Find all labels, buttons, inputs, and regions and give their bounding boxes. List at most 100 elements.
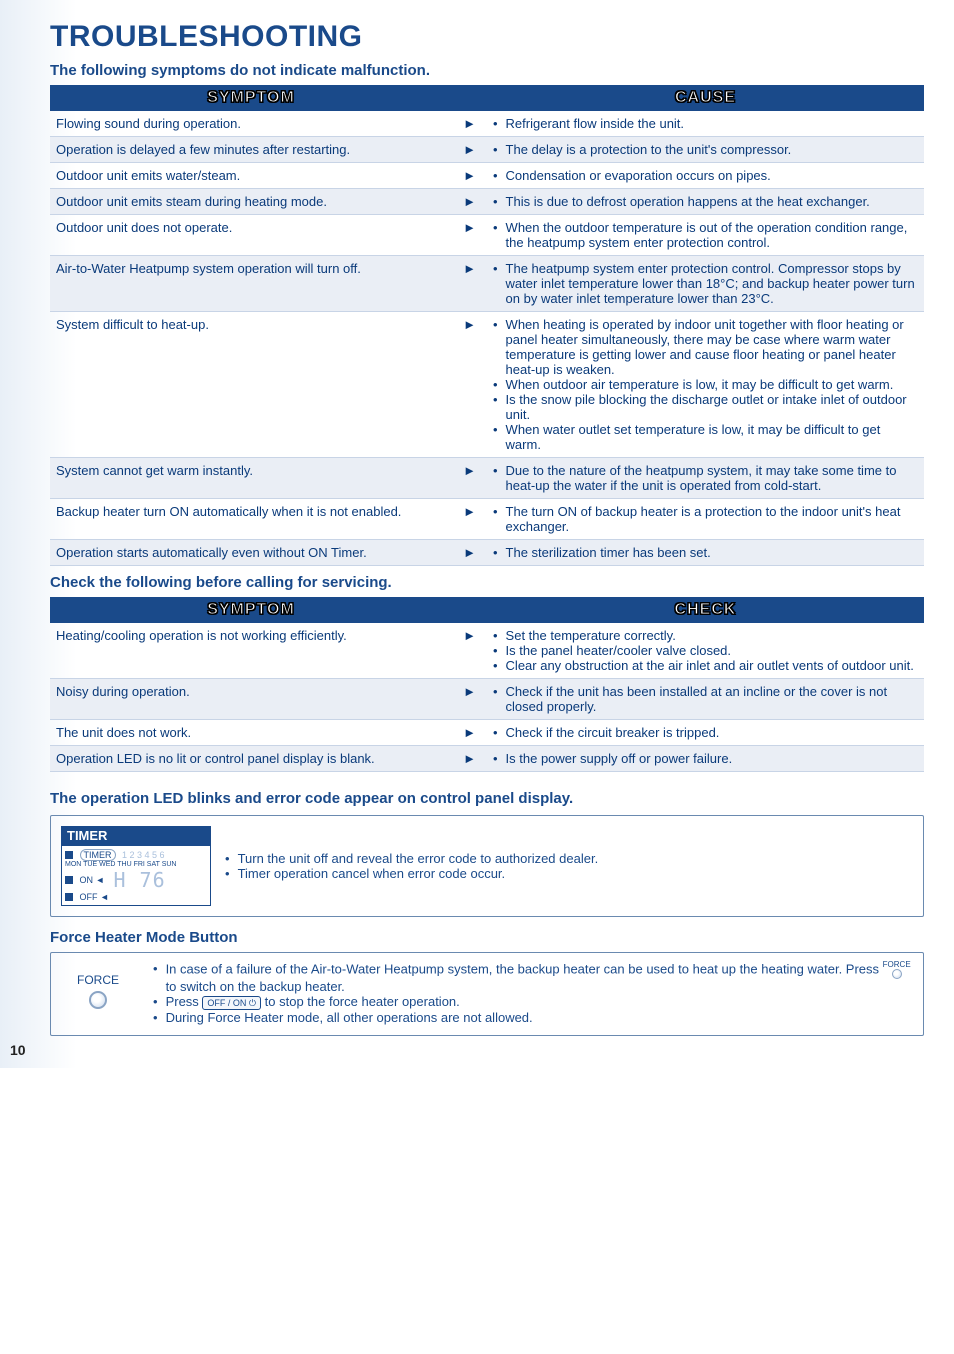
cause-cell: •Refrigerant flow inside the unit. (487, 111, 924, 137)
arrow-icon: ► (452, 679, 487, 720)
table-row: Air-to-Water Heatpump system operation w… (50, 256, 924, 312)
arrow-icon: ► (452, 312, 487, 458)
cause-bullet: •When water outlet set temperature is lo… (493, 422, 918, 452)
arrow-icon: ► (452, 256, 487, 312)
cause-bullet: •The sterilization timer has been set. (493, 545, 918, 560)
cause-bullet: •The heatpump system enter protection co… (493, 261, 918, 306)
timer-days: MON TUE WED THU FRI SAT SUN (65, 861, 207, 868)
arrow-icon: ► (452, 163, 487, 189)
arrow-icon: ► (452, 540, 487, 566)
error-code: H 76 (113, 868, 165, 892)
table-row: Operation is delayed a few minutes after… (50, 137, 924, 163)
force-button-icon (89, 991, 107, 1009)
cause-bullet: •When the outdoor temperature is out of … (493, 220, 918, 250)
table-row: Outdoor unit emits water/steam.►•Condens… (50, 163, 924, 189)
check-bullet: •Set the temperature correctly. (493, 628, 918, 643)
timer-nums: 1 2 3 4 5 6 (122, 850, 165, 860)
table-row: Outdoor unit does not operate.►•When the… (50, 215, 924, 256)
arrow-icon: ► (452, 111, 487, 137)
section4-subtitle: Force Heater Mode Button (50, 929, 924, 946)
symptom-cell: Operation LED is no lit or control panel… (50, 746, 452, 772)
symptom-cell: Outdoor unit emits water/steam. (50, 163, 452, 189)
cause-cell: •When the outdoor temperature is out of … (487, 215, 924, 256)
check-bullet: •Check if the unit has been installed at… (493, 684, 918, 714)
cause-bullet: •Is the snow pile blocking the discharge… (493, 392, 918, 422)
led-info-box: TIMER TIMER 1 2 3 4 5 6 MON TUE WED THU … (50, 815, 924, 917)
check-cell: •Set the temperature correctly.•Is the p… (487, 623, 924, 679)
cause-bullet: •When heating is operated by indoor unit… (493, 317, 918, 377)
led-info-text: •Turn the unit off and reveal the error … (225, 851, 909, 881)
table-row: System cannot get warm instantly.►•Due t… (50, 458, 924, 499)
check-cell: •Check if the unit has been installed at… (487, 679, 924, 720)
symptom-cell: Air-to-Water Heatpump system operation w… (50, 256, 452, 312)
symptom-cell: Noisy during operation. (50, 679, 452, 720)
force-bullet: •Press OFF / ON ⏻ to stop the force heat… (153, 994, 911, 1010)
check-bullet: •Is the panel heater/cooler valve closed… (493, 643, 918, 658)
th-arrow (452, 597, 487, 623)
led-bullet: •Timer operation cancel when error code … (225, 866, 909, 881)
check-bullet: •Is the power supply off or power failur… (493, 751, 918, 766)
cause-cell: •The heatpump system enter protection co… (487, 256, 924, 312)
symptom-cell: Outdoor unit does not operate. (50, 215, 452, 256)
th-arrow (452, 85, 487, 111)
check-cell: •Check if the circuit breaker is tripped… (487, 720, 924, 746)
th-symptom: SYMPTOM (50, 85, 452, 111)
table-row: System difficult to heat-up.►•When heati… (50, 312, 924, 458)
force-bullet: •In case of a failure of the Air-to-Wate… (153, 961, 911, 994)
arrow-icon: ► (452, 215, 487, 256)
cause-bullet: •Due to the nature of the heatpump syste… (493, 463, 918, 493)
arrow-icon: ► (452, 458, 487, 499)
arrow-icon: ► (452, 720, 487, 746)
arrow-icon: ► (452, 499, 487, 540)
symptom-cell: Flowing sound during operation. (50, 111, 452, 137)
cause-bullet: •The turn ON of backup heater is a prote… (493, 504, 918, 534)
table-row: Backup heater turn ON automatically when… (50, 499, 924, 540)
table-row: SYMPTOM CHECK (50, 597, 924, 623)
timer-panel: TIMER TIMER 1 2 3 4 5 6 MON TUE WED THU … (61, 826, 211, 906)
force-info-box: FORCE •In case of a failure of the Air-t… (50, 952, 924, 1036)
symptom-cell: Operation starts automatically even with… (50, 540, 452, 566)
timer-label: TIMER (80, 849, 116, 861)
section3-subtitle: The operation LED blinks and error code … (50, 790, 924, 807)
offon-button-icon: OFF / ON ⏻ (202, 996, 261, 1010)
cause-cell: •The delay is a protection to the unit's… (487, 137, 924, 163)
arrow-icon: ► (452, 746, 487, 772)
cause-cell: •When heating is operated by indoor unit… (487, 312, 924, 458)
cause-cell: •The turn ON of backup heater is a prote… (487, 499, 924, 540)
symptom-cell: System difficult to heat-up. (50, 312, 452, 458)
table-row: The unit does not work.►•Check if the ci… (50, 720, 924, 746)
table-row: Noisy during operation.►•Check if the un… (50, 679, 924, 720)
section1-subtitle: The following symptoms do not indicate m… (50, 62, 924, 79)
force-bullet: •During Force Heater mode, all other ope… (153, 1010, 911, 1025)
page-title: TROUBLESHOOTING (50, 20, 924, 54)
cause-cell: •Condensation or evaporation occurs on p… (487, 163, 924, 189)
led-bullet: •Turn the unit off and reveal the error … (225, 851, 909, 866)
th-cause: CAUSE (487, 85, 924, 111)
check-bullet: •Check if the circuit breaker is tripped… (493, 725, 918, 740)
arrow-icon: ► (452, 623, 487, 679)
cause-bullet: •When outdoor air temperature is low, it… (493, 377, 918, 392)
cause-bullet: •The delay is a protection to the unit's… (493, 142, 918, 157)
th-symptom: SYMPTOM (50, 597, 452, 623)
table-row: Outdoor unit emits steam during heating … (50, 189, 924, 215)
arrow-icon: ► (452, 137, 487, 163)
table-row: Flowing sound during operation.► •Refrige… (50, 111, 924, 137)
symptom-cause-table: SYMPTOM CAUSE Flowing sound during opera… (50, 85, 924, 566)
check-bullet: •Clear any obstruction at the air inlet … (493, 658, 918, 673)
timer-on: ON ◄ (80, 875, 105, 885)
timer-header: TIMER (61, 826, 211, 845)
symptom-cell: Heating/cooling operation is not working… (50, 623, 452, 679)
symptom-check-table: SYMPTOM CHECK Heating/cooling operation … (50, 597, 924, 772)
arrow-icon: ► (452, 189, 487, 215)
cause-cell: •This is due to defrost operation happen… (487, 189, 924, 215)
cause-bullet: •Refrigerant flow inside the unit. (493, 116, 918, 131)
page-number: 10 (10, 1042, 884, 1058)
timer-off: OFF ◄ (80, 892, 109, 902)
section2-subtitle: Check the following before calling for s… (50, 574, 924, 591)
symptom-cell: Operation is delayed a few minutes after… (50, 137, 452, 163)
th-check: CHECK (487, 597, 924, 623)
cause-cell: •Due to the nature of the heatpump syste… (487, 458, 924, 499)
force-inline-icon: FORCE (883, 961, 911, 979)
check-cell: •Is the power supply off or power failur… (487, 746, 924, 772)
force-icon-block: FORCE (63, 973, 133, 1012)
